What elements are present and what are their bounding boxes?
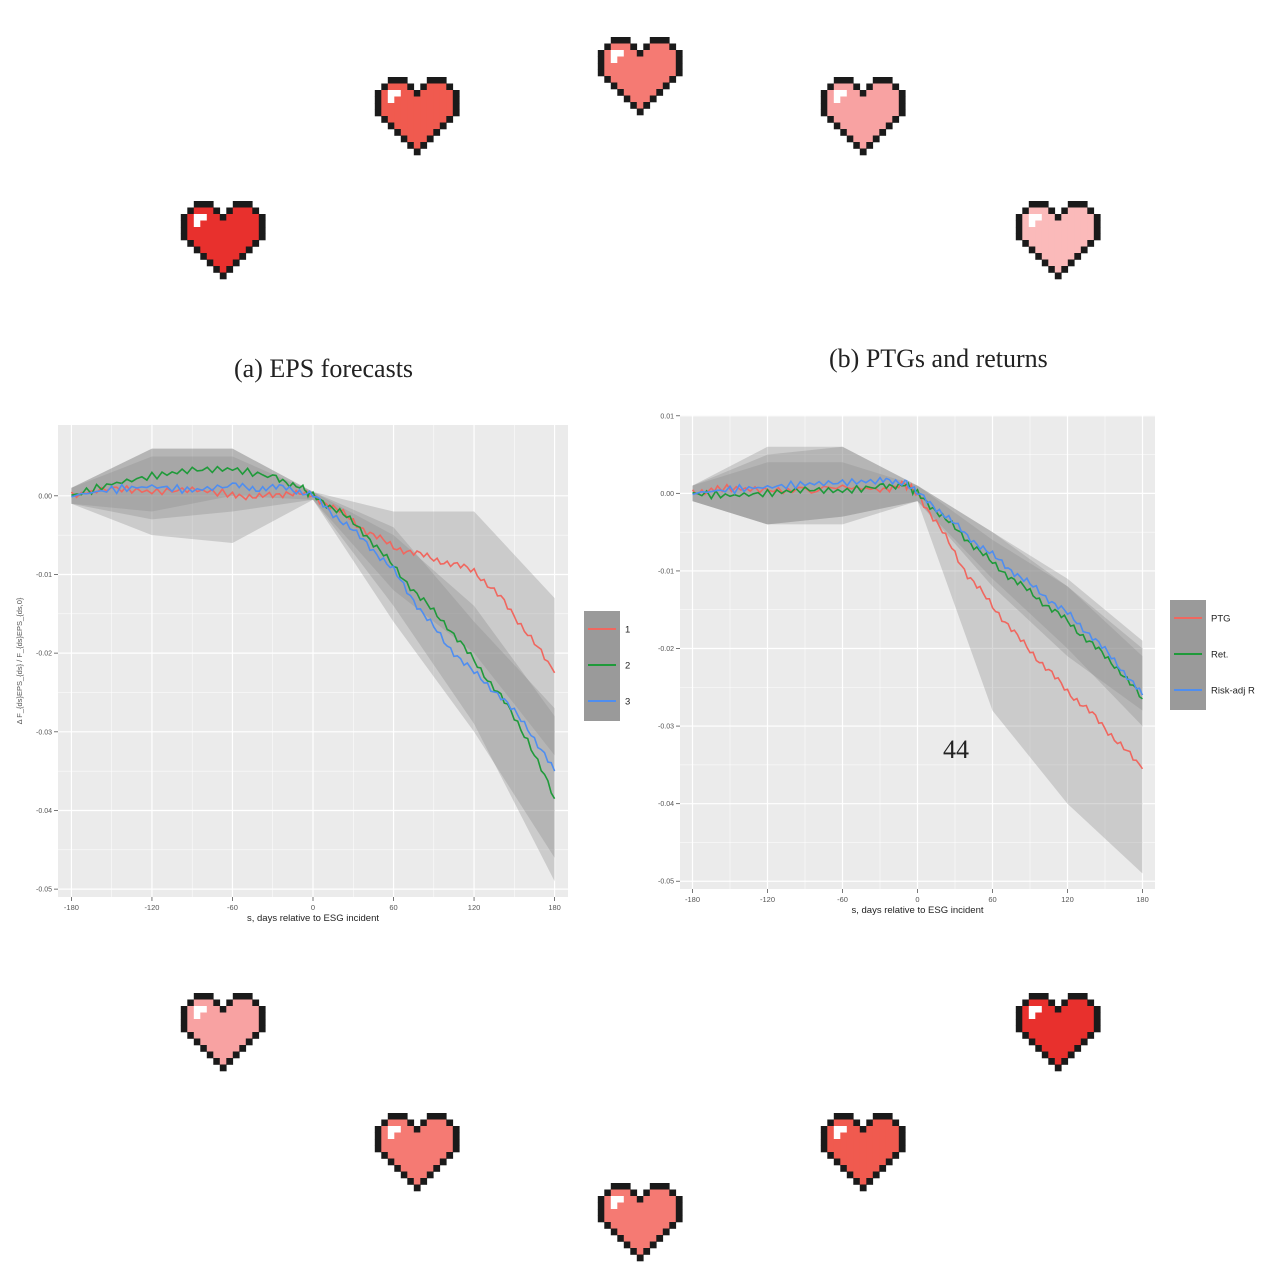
legend-label: 2 <box>625 661 630 672</box>
pixel-heart-icon <box>374 1113 460 1192</box>
confidence-band <box>71 448 555 882</box>
pixel-heart-icon <box>180 993 266 1072</box>
x-tick-label: 0 <box>311 903 315 912</box>
y-tick-label: -0.05 <box>36 887 52 894</box>
y-axis-label: Δ F_{ds}EPS_{ds} / F_{ds}EPS_{ds,0} <box>15 597 24 724</box>
caption-eps-forecasts: (a) EPS forecasts <box>234 354 414 383</box>
confidence-band <box>71 448 555 756</box>
pixel-heart-icon <box>597 37 683 116</box>
x-tick-label: -180 <box>685 895 700 904</box>
pixel-heart-icon <box>820 77 906 156</box>
y-tick-label: 0.00 <box>660 491 674 498</box>
x-axis-label: s, days relative to ESG incident <box>247 913 379 924</box>
pixel-heart-icon <box>1015 201 1101 280</box>
x-tick-label: 180 <box>548 903 561 912</box>
legend-label: Risk-adj R <box>1211 686 1255 697</box>
x-tick-label: -60 <box>227 903 238 912</box>
legend-label: 1 <box>625 625 630 636</box>
x-tick-label: 0 <box>915 895 919 904</box>
pixel-heart-icon <box>1015 993 1101 1072</box>
x-tick-label: 60 <box>389 903 397 912</box>
chart-eps-forecasts: -180 -120 -60 0 60 120 180 0.00 -0.01 -0.02 -0.03 -… <box>15 425 630 924</box>
x-tick-label: 180 <box>1136 895 1149 904</box>
x-tick-label: 60 <box>988 895 996 904</box>
x-tick-label: 120 <box>1061 895 1074 904</box>
series-line-1 <box>70 484 556 674</box>
legend-label: 3 <box>625 697 630 708</box>
y-tick-label: -0.03 <box>36 729 52 736</box>
x-tick-label: -180 <box>64 903 79 912</box>
x-tick-label: 120 <box>468 903 481 912</box>
series-line-3 <box>71 482 556 772</box>
gridlines <box>680 415 1155 889</box>
pixel-heart-icon <box>180 201 266 280</box>
confidence-band <box>692 446 1143 727</box>
y-tick-label: 0.01 <box>660 413 674 420</box>
series-line-Risk-adj R <box>692 476 1144 696</box>
pixel-heart-icon <box>597 1183 683 1262</box>
series-line-2 <box>71 465 556 800</box>
x-tick-label: -60 <box>837 895 848 904</box>
legend-label: Ret. <box>1211 650 1228 661</box>
y-tick-label: -0.02 <box>658 646 674 653</box>
pixel-heart-icon <box>374 77 460 156</box>
legend-label: PTG <box>1211 614 1231 625</box>
caption-ptgs-and-returns: (b) PTGs and returns <box>829 344 1048 373</box>
y-tick-label: -0.04 <box>658 801 674 808</box>
y-tick-label: -0.03 <box>658 724 674 731</box>
y-tick-label: -0.01 <box>36 572 52 579</box>
legend: 1 2 3 <box>584 611 630 721</box>
x-tick-label: -120 <box>144 903 159 912</box>
series-line-PTG <box>691 480 1144 770</box>
x-tick-label: -120 <box>760 895 775 904</box>
page-number: 44 <box>943 735 969 764</box>
y-tick-label: -0.01 <box>658 568 674 575</box>
x-axis-label: s, days relative to ESG incident <box>851 905 983 916</box>
y-tick-label: 0.00 <box>38 493 52 500</box>
y-tick-label: -0.04 <box>36 808 52 815</box>
chart-ptgs-and-returns: -180 -120 -60 0 60 120 180 0.01 0.00 -0.01 -0.02 -0… <box>658 413 1255 916</box>
y-tick-label: -0.05 <box>658 879 674 886</box>
legend: PTG Ret. Risk-adj R <box>1170 600 1255 710</box>
pixel-heart-icon <box>820 1113 906 1192</box>
gridlines <box>58 425 568 897</box>
y-tick-label: -0.02 <box>36 651 52 658</box>
